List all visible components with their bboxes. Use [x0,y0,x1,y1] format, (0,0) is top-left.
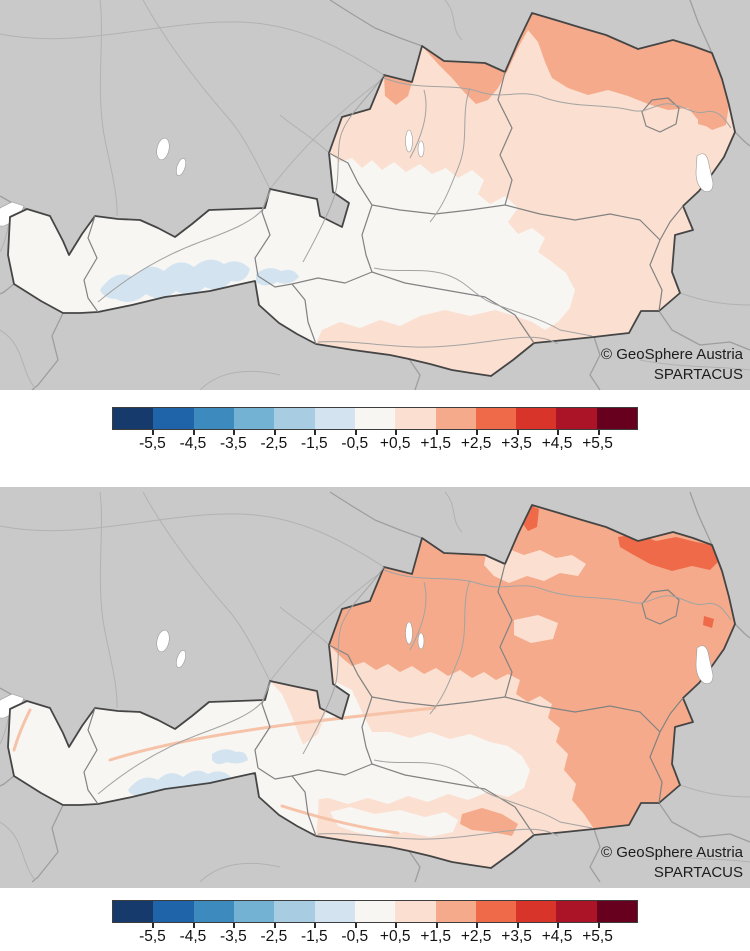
legend-color-segment [475,901,517,922]
legend-tick [435,923,438,928]
legend-color-segment [516,901,557,922]
legend-color-segment [153,408,194,429]
legend-color-segment [395,901,436,922]
austria-anomaly-map-top [0,0,750,390]
anomaly-warmer-region [422,13,729,130]
legend-tick [354,923,357,928]
legend-color-segment [274,901,315,922]
legend-tick-label: -1,5 [300,435,328,452]
legend-tick-label: +0,5 [379,928,411,945]
color-bar [112,407,638,430]
legend-tick [516,430,519,435]
legend-tick [476,923,479,928]
legend-tick-label: +5,5 [582,435,613,452]
legend-color-segment [233,408,275,429]
map-panel-bottom: © GeoSphere Austria SPARTACUS [0,487,750,888]
neutral-region [8,681,530,837]
legend-tick-label: +2,5 [460,435,492,452]
color-bar [112,900,638,923]
legend-tick [597,430,600,435]
legend-tick [597,923,600,928]
legend-tick-label: +1,5 [420,928,451,945]
legend-tick-label: +4,5 [541,435,573,452]
color-scale-legend-top: -5,5 -4,5 -3,5 -2,5 -1,5 -0,5 +0,5 +1,5 +2,5 +3,5… [0,390,750,487]
map-attribution: © GeoSphere Austria SPARTACUS [601,843,743,883]
legend-tick [395,430,398,435]
legend-color-segment [395,408,436,429]
legend-color-segment [274,408,315,429]
legend-tick-label: -0,5 [341,928,369,945]
legend-color-segment [596,408,638,429]
legend-tick-label: -5,5 [139,435,166,452]
legend-tick [273,430,276,435]
color-scale-legend-bottom: -5,5 -4,5 -3,5 -2,5 -1,5 -0,5 +0,5 +1,5 +2,5 +3,5… [0,888,750,951]
legend-color-segment [354,408,396,429]
anomaly-warm-region [316,13,735,376]
legend-tick [233,923,236,928]
legend-tick-label: -2,5 [260,435,288,452]
legend-color-segment [475,408,517,429]
legend-tick [152,923,155,928]
legend-tick-label: -2,5 [260,928,288,945]
legend-tick-label: +4,5 [541,928,573,945]
legend-color-segment [556,408,597,429]
anomaly-warmer-region [329,505,735,829]
legend-tick-label: -5,5 [139,928,166,945]
attribution-dataset: SPARTACUS [653,864,743,881]
legend-color-segment [193,408,234,429]
legend-tick-label: +3,5 [501,928,532,945]
legend-tick-label: +1,5 [420,435,451,452]
legend-tick [314,430,317,435]
legend-tick-label: -3,5 [220,435,247,452]
legend-tick [395,923,398,928]
legend-tick [314,923,317,928]
legend-tick-label: -1,5 [300,928,328,945]
legend-tick-label: +2,5 [460,928,492,945]
legend-tick [152,430,155,435]
legend-color-segment [314,408,355,429]
valley-streaks [12,706,437,835]
austria-anomaly-map-bottom [0,487,750,888]
attribution-dataset: SPARTACUS [653,366,743,383]
legend-color-segment [153,901,194,922]
legend-tick [557,923,560,928]
legend-tick-label: -3,5 [220,928,247,945]
legend-tick [233,430,236,435]
pale-patches [484,548,586,643]
legend-tick [516,923,519,928]
legend-tick [476,430,479,435]
legend-tick [192,430,195,435]
legend-tick-label: -0,5 [341,435,369,452]
legend-color-segment [314,901,355,922]
legend-color-segment [596,901,638,922]
legend-tick-label: -4,5 [179,928,207,945]
legend-color-segment [113,408,154,429]
legend-color-segment [516,408,557,429]
legend-color-segment [193,901,234,922]
legend-tick-label: +3,5 [501,435,532,452]
legend-color-segment [113,901,154,922]
legend-color-segment [556,901,597,922]
legend-tick [273,923,276,928]
legend-tick-label: +0,5 [379,435,411,452]
attribution-source: © GeoSphere Austria [601,346,743,363]
legend-color-segment [435,901,476,922]
map-attribution: © GeoSphere Austria SPARTACUS [601,345,743,385]
legend-tick [435,430,438,435]
legend-tick [557,430,560,435]
legend-color-segment [435,408,476,429]
legend-tick-label: -4,5 [179,435,207,452]
map-panel-top: © GeoSphere Austria SPARTACUS [0,0,750,390]
legend-color-segment [233,901,275,922]
legend-tick-label: +5,5 [582,928,613,945]
legend-tick [354,430,357,435]
legend-color-segment [354,901,396,922]
legend-tick [192,923,195,928]
attribution-source: © GeoSphere Austria [601,844,743,861]
